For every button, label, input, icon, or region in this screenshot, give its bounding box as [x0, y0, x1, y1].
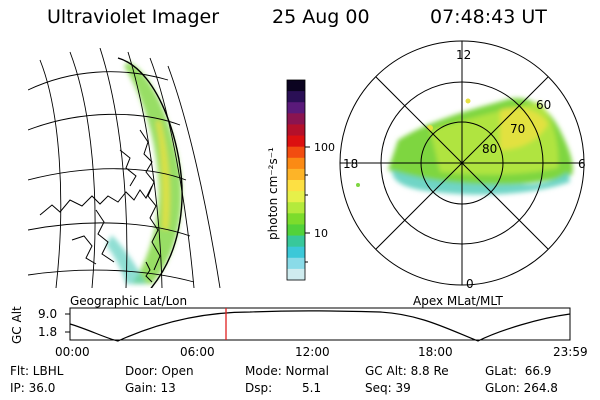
graticule-meridians — [39, 48, 221, 288]
filter-status: Flt: LBHL — [10, 364, 64, 378]
glat-status: GLat: 66.9 — [485, 364, 552, 378]
mlt-label-6: 6 — [578, 157, 586, 171]
orbit-xtick-3: 18:00 — [418, 345, 453, 359]
mlt-label-12: 12 — [456, 48, 471, 62]
orbit-xtick-4: 23:59 — [553, 345, 588, 359]
orbit-plot-frame — [69, 307, 571, 341]
colorbar-segment — [287, 191, 305, 203]
orbit-ytick-low: 1.8 — [38, 325, 58, 339]
colorbar-segment — [287, 268, 305, 281]
orbit-ytick-high: 9.0 — [38, 307, 58, 321]
polar-grid — [339, 40, 585, 286]
colorbar-segment — [287, 168, 305, 181]
colorbar-label-100: 100 — [314, 141, 335, 154]
colorbar-segment — [287, 157, 305, 170]
mlat-label-80: 80 — [482, 142, 497, 156]
graticule-parallels — [28, 71, 195, 283]
colorbar — [287, 80, 305, 281]
mlt-label-18: 18 — [343, 157, 358, 171]
earth-limb — [117, 57, 183, 288]
mlat-label-70: 70 — [510, 122, 525, 136]
colorbar-label-10: 10 — [314, 227, 328, 240]
colorbar-segment — [287, 235, 305, 248]
mlat-label-60: 60 — [536, 98, 551, 112]
instrument-title: Ultraviolet Imager — [47, 6, 220, 28]
colorbar-segment — [287, 146, 305, 159]
orbit-altitude-curve — [69, 310, 571, 342]
door-status: Door: Open — [125, 364, 194, 378]
colorbar-segment — [287, 91, 305, 103]
colorbar-segment — [287, 246, 305, 259]
orbit-xtick-2: 12:00 — [295, 345, 330, 359]
colorbar-segment — [287, 180, 305, 192]
time-label: 07:48:43 UT — [430, 6, 547, 28]
colorbar-segment — [287, 124, 305, 137]
dsp-value: 5.1 — [302, 381, 322, 395]
geo-panel-label: Geographic Lat/Lon — [70, 294, 188, 308]
colorbar-segment — [287, 135, 305, 148]
orbit-xtick-1: 06:00 — [180, 345, 215, 359]
colorbar-segment — [287, 257, 305, 270]
colorbar-segment — [287, 113, 305, 125]
colorbar-segment — [287, 80, 305, 92]
orbit-xtick-0: 00:00 — [55, 345, 90, 359]
colorbar-unit: photon cm⁻²s⁻¹ — [266, 147, 280, 240]
colorbar-segment — [287, 224, 305, 237]
geo-emission-band — [106, 62, 182, 284]
ip-status: IP: 36.0 — [10, 381, 56, 395]
colorbar-segment — [287, 202, 305, 214]
mlt-label-0: 0 — [466, 277, 474, 291]
orbit-ylabel: GC Alt — [10, 306, 24, 344]
glon-status: GLon: 264.8 — [485, 381, 558, 395]
polar-panel-label: Apex MLat/MLT — [413, 294, 503, 308]
gain-status: Gain: 13 — [125, 381, 176, 395]
date-label: 25 Aug 00 — [272, 6, 370, 28]
mode-status: Mode: Normal — [245, 364, 329, 378]
seq-status: Seq: 39 — [365, 381, 411, 395]
dsp-label: Dsp: — [245, 381, 273, 395]
colorbar-frame — [286, 79, 306, 281]
coastline — [39, 129, 161, 283]
geo-map-panel — [28, 48, 221, 288]
gc-alt-status: GC Alt: 8.8 Re — [365, 364, 449, 378]
polar-emission — [356, 98, 573, 195]
colorbar-segment — [287, 102, 305, 114]
colorbar-segment — [287, 213, 305, 225]
